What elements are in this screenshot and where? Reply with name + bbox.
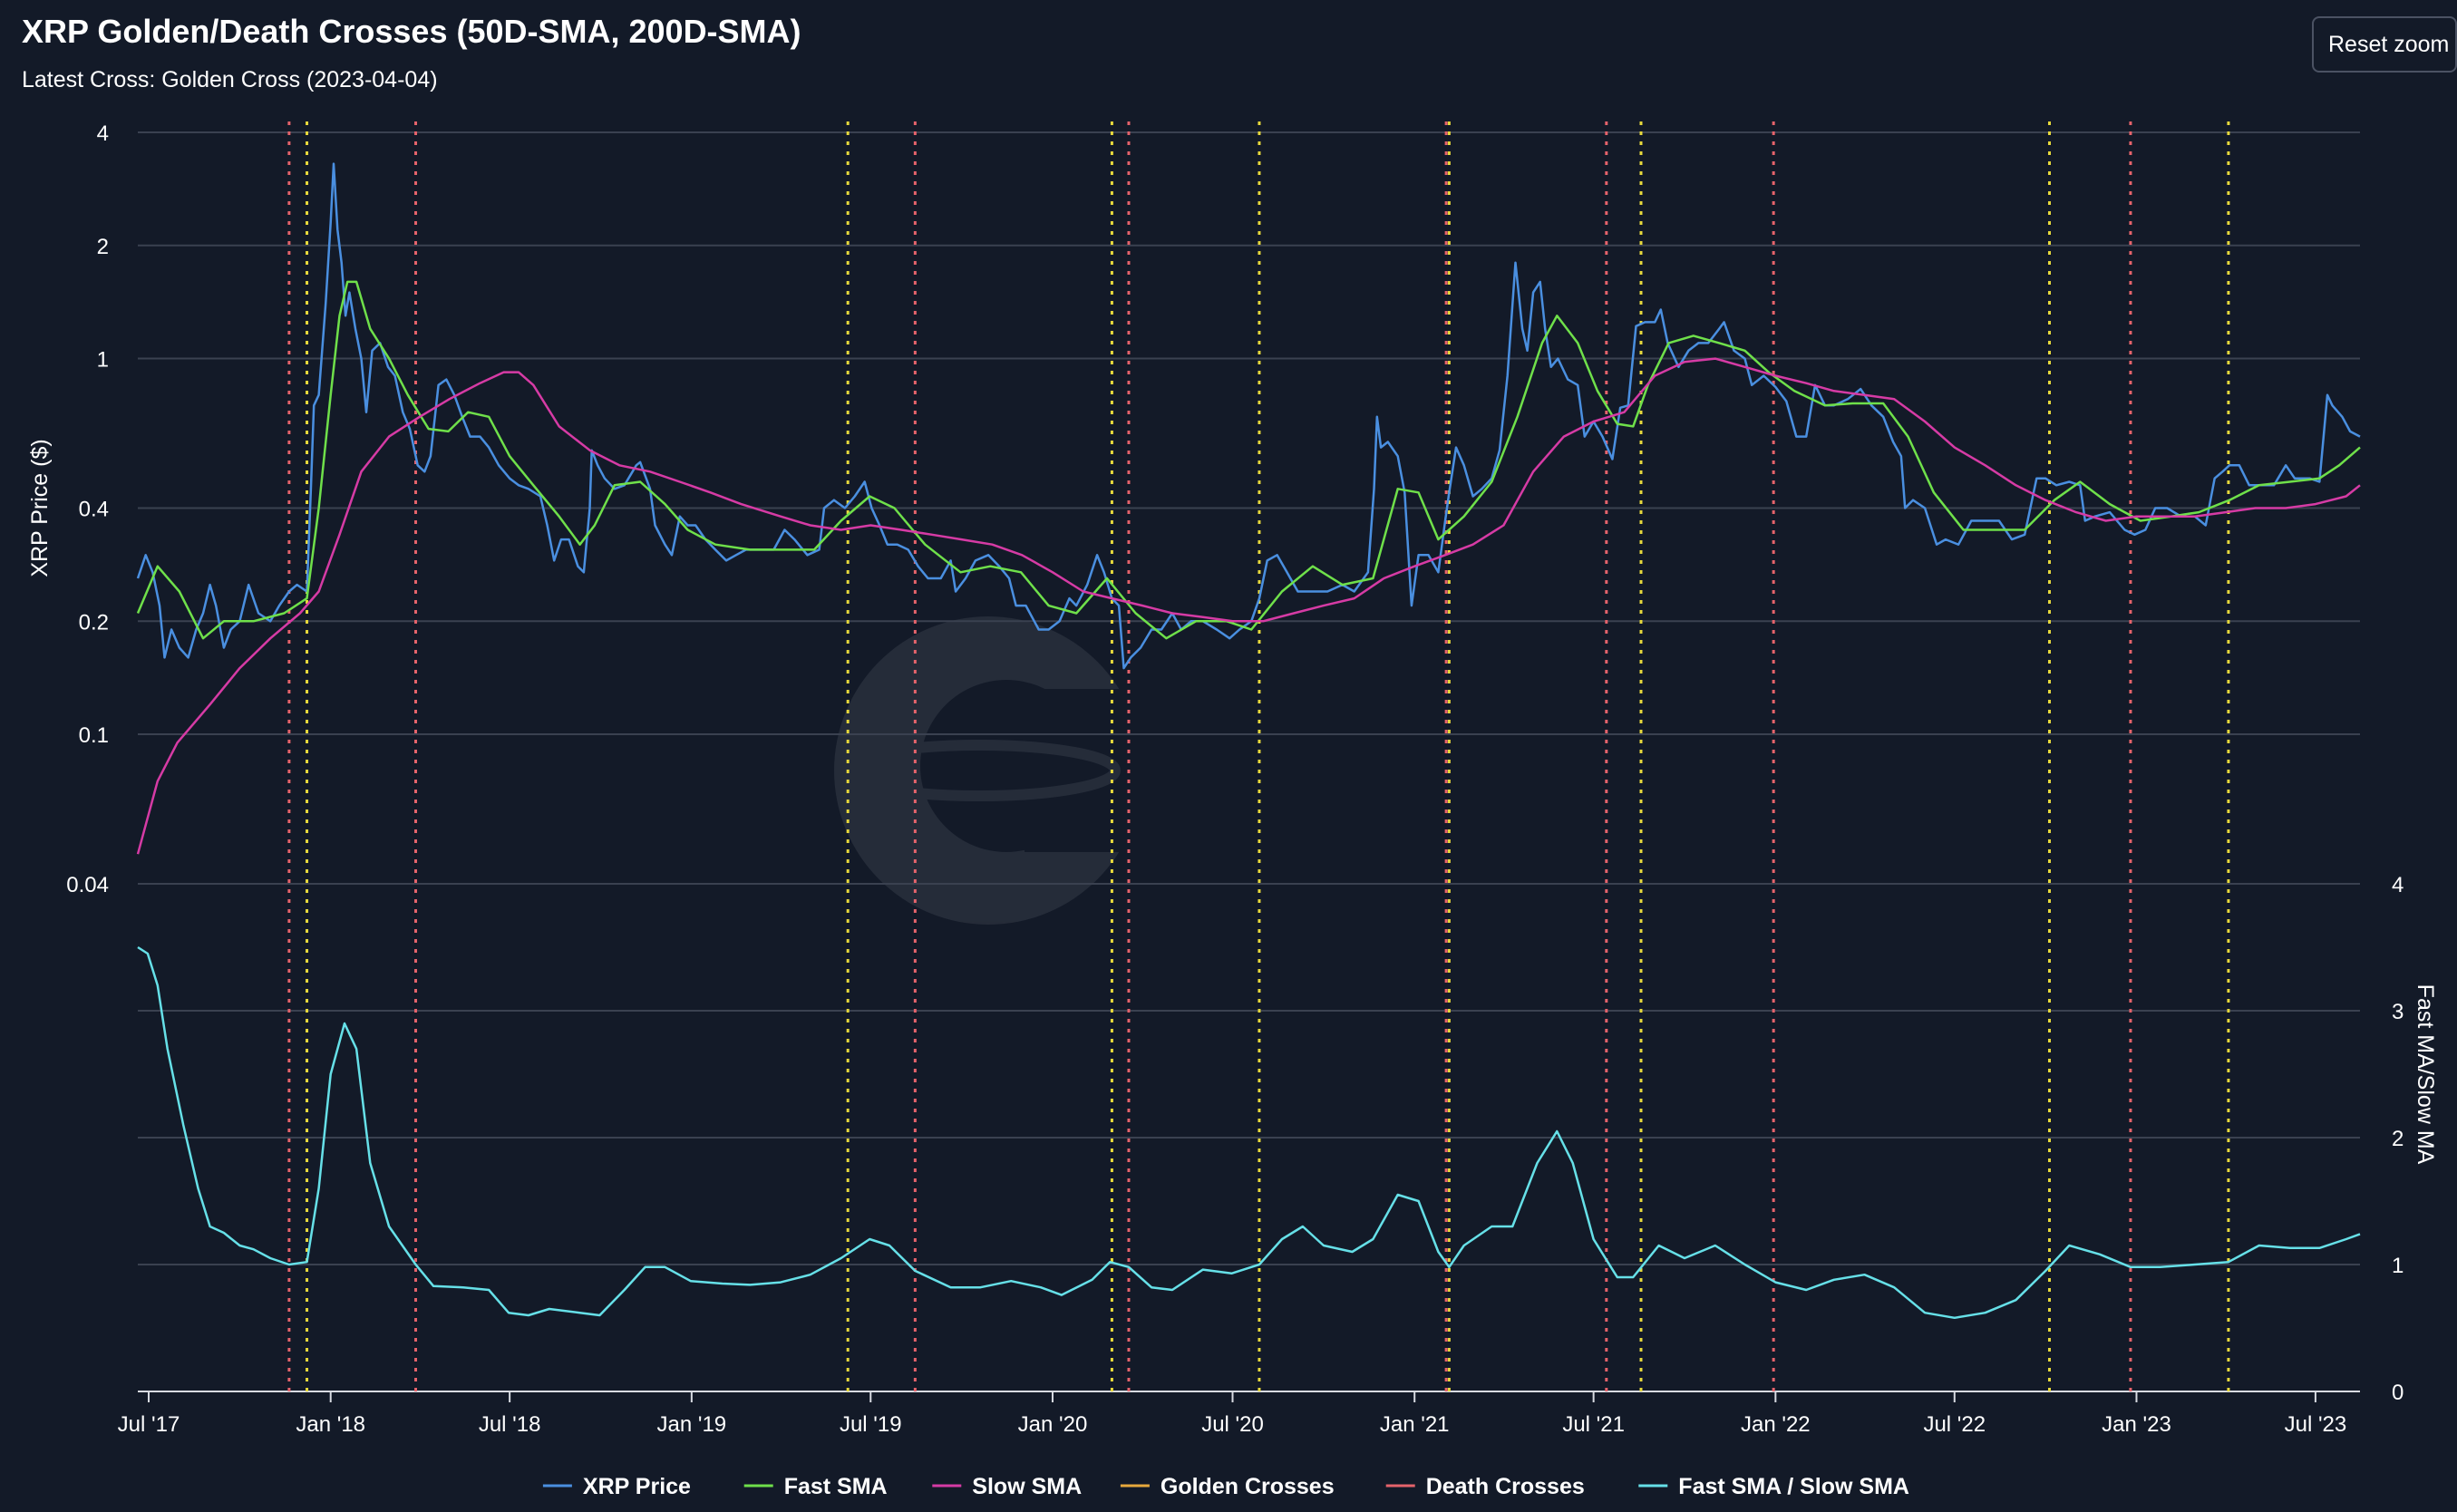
- y-left-tick-label: 0.04: [66, 873, 109, 897]
- legend-label: Golden Crosses: [1161, 1474, 1335, 1499]
- x-tick-label: Jan '23: [2102, 1412, 2171, 1437]
- series-line-xrp-price: [136, 162, 2361, 670]
- legend-item-fast-sma-slow-sma[interactable]: Fast SMA / Slow SMA: [1638, 1474, 1909, 1499]
- legend-label: XRP Price: [583, 1474, 691, 1499]
- x-tick-label: Jul '17: [118, 1412, 180, 1437]
- reset-zoom-button[interactable]: Reset zoom: [2312, 16, 2457, 73]
- x-tick-label: Jul '23: [2285, 1412, 2347, 1437]
- x-tick-label: Jan '20: [1018, 1412, 1088, 1437]
- legend-item-golden-crosses[interactable]: Golden Crosses: [1120, 1474, 1335, 1499]
- y-right-tick-label: 2: [2392, 1127, 2404, 1151]
- chart-title: XRP Golden/Death Crosses (50D-SMA, 200D-…: [22, 13, 801, 50]
- legend-item-slow-sma[interactable]: Slow SMA: [932, 1474, 1082, 1499]
- legend-item-fast-sma[interactable]: Fast SMA: [743, 1474, 888, 1499]
- y-left-tick-label: 2: [97, 235, 109, 259]
- legend-item-death-crosses[interactable]: Death Crosses: [1385, 1474, 1585, 1499]
- y-left-tick-label: 0.2: [79, 610, 109, 635]
- y-right-tick-label: 4: [2392, 873, 2404, 897]
- y-right-tick-label: 1: [2392, 1254, 2404, 1278]
- y-left-tick-label: 1: [97, 348, 109, 373]
- y-left-tick-label: 0.4: [79, 498, 109, 522]
- legend-item-xrp-price[interactable]: XRP Price: [542, 1474, 691, 1499]
- watermark-logo-icon: [834, 616, 1151, 925]
- chart-subtitle: Latest Cross: Golden Cross (2023-04-04): [22, 67, 438, 92]
- x-tick-label: Jul '22: [1923, 1412, 1986, 1437]
- legend-label: Fast SMA / Slow SMA: [1678, 1474, 1909, 1499]
- x-tick-label: Jul '21: [1562, 1412, 1625, 1437]
- x-tick-label: Jan '21: [1380, 1412, 1450, 1437]
- legend-label: Slow SMA: [972, 1474, 1082, 1499]
- y-right-axis-title: Fast MA/Slow MA: [2413, 984, 2438, 1165]
- legend-label: Fast SMA: [784, 1474, 888, 1499]
- y-left-tick-label: 0.1: [79, 723, 109, 748]
- series-line-fast-sma: [136, 280, 2361, 640]
- x-tick-label: Jan '18: [296, 1412, 365, 1437]
- legend-label: Death Crosses: [1426, 1474, 1585, 1499]
- series-line-slow-sma: [136, 357, 2361, 855]
- series-line-fast-sma-slow-sma: [137, 945, 2361, 1320]
- x-tick-label: Jul '19: [840, 1412, 902, 1437]
- y-right-tick-label: 0: [2392, 1381, 2404, 1405]
- x-tick-label: Jul '18: [479, 1412, 541, 1437]
- y-right-tick-label: 3: [2392, 1000, 2404, 1024]
- x-tick-label: Jan '19: [657, 1412, 727, 1437]
- x-tick-label: Jul '20: [1201, 1412, 1264, 1437]
- y-left-tick-label: 4: [97, 121, 109, 146]
- y-left-axis-title: XRP Price ($): [27, 439, 53, 577]
- x-tick-label: Jan '22: [1741, 1412, 1811, 1437]
